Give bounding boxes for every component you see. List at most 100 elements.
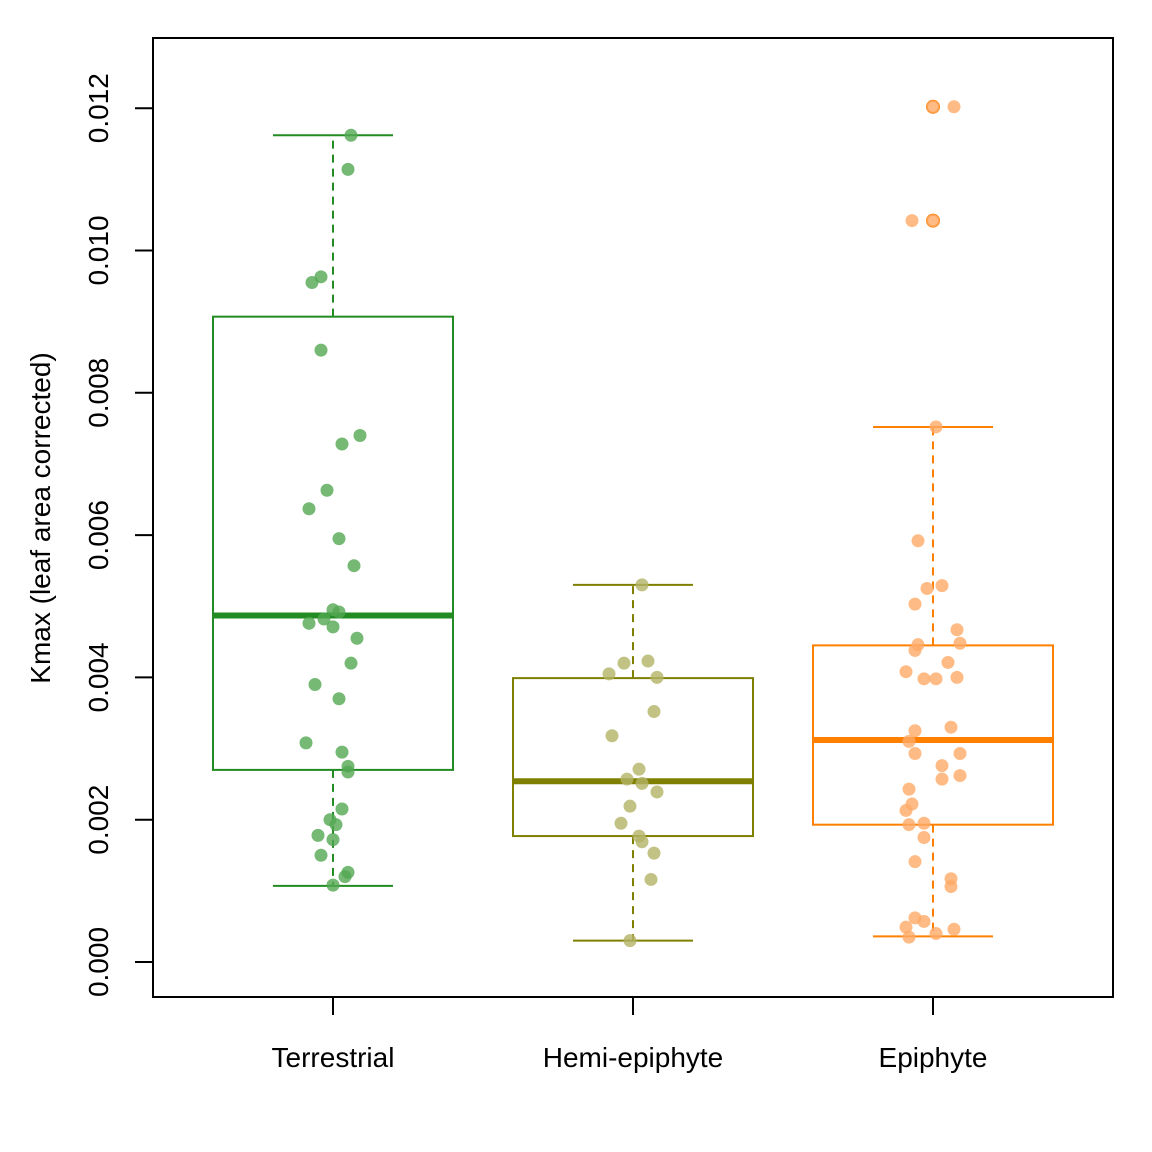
data-point [326, 833, 340, 847]
box-group [512, 578, 754, 948]
y-axis-label: Kmax (leaf area corrected) [25, 352, 56, 683]
data-point [635, 578, 649, 592]
data-point [635, 835, 649, 849]
data-point [953, 636, 967, 650]
y-tick-label: 0.006 [83, 500, 114, 570]
data-point [332, 532, 346, 546]
data-point [305, 276, 319, 290]
data-point [929, 420, 943, 434]
data-point [347, 559, 361, 573]
box-group [212, 128, 454, 892]
y-tick-label: 0.000 [83, 927, 114, 997]
data-point [299, 736, 313, 750]
box [212, 315, 454, 771]
data-point [917, 830, 931, 844]
data-point [335, 745, 349, 759]
data-point [908, 855, 922, 869]
x-tick-label: Epiphyte [879, 1042, 988, 1073]
data-point [935, 759, 949, 773]
data-point [326, 878, 340, 892]
data-point [350, 631, 364, 645]
data-point [908, 643, 922, 657]
data-point [617, 656, 631, 670]
x-tick-label: Terrestrial [272, 1042, 395, 1073]
data-point [353, 428, 367, 442]
data-point [620, 772, 634, 786]
data-point [338, 870, 352, 884]
data-point [341, 162, 355, 176]
data-point [329, 818, 343, 832]
box [812, 644, 1054, 826]
y-tick-label: 0.012 [83, 73, 114, 143]
data-point [650, 785, 664, 799]
data-point [644, 872, 658, 886]
data-point [941, 655, 955, 669]
data-point [602, 667, 616, 681]
data-point [341, 765, 355, 779]
x-tick-label: Hemi-epiphyte [543, 1042, 724, 1073]
data-point [311, 828, 325, 842]
data-point [650, 670, 664, 684]
data-point [899, 920, 913, 934]
data-point [899, 665, 913, 679]
data-point [917, 672, 931, 686]
data-point [908, 597, 922, 611]
data-point [320, 483, 334, 497]
data-point [908, 747, 922, 761]
data-point [314, 343, 328, 357]
data-point [950, 670, 964, 684]
data-point [647, 846, 661, 860]
data-point [332, 692, 346, 706]
data-point [902, 818, 916, 832]
data-point [302, 616, 316, 630]
box-groups [212, 99, 1054, 948]
data-point [332, 605, 346, 619]
data-point [911, 534, 925, 548]
data-point [947, 100, 961, 114]
data-point [917, 914, 931, 928]
data-point [326, 620, 340, 634]
y-tick-label: 0.008 [83, 358, 114, 428]
data-point [647, 705, 661, 719]
data-point [902, 782, 916, 796]
data-point [917, 816, 931, 830]
data-point [950, 623, 964, 637]
data-point [635, 776, 649, 790]
y-tick-label: 0.002 [83, 785, 114, 855]
data-point [605, 729, 619, 743]
data-point [632, 762, 646, 776]
data-point [623, 934, 637, 948]
data-point [953, 769, 967, 783]
data-point [344, 128, 358, 142]
data-point [614, 816, 628, 830]
data-point [944, 720, 958, 734]
box-group [812, 99, 1054, 944]
data-point [929, 672, 943, 686]
data-point [344, 656, 358, 670]
data-point [317, 612, 331, 626]
data-point [905, 214, 919, 228]
data-point [623, 799, 637, 813]
data-point [935, 772, 949, 786]
data-point [908, 724, 922, 738]
data-point [335, 437, 349, 451]
x-axis: Terrestrial Hemi-epiphyte Epiphyte [272, 997, 988, 1073]
data-point [335, 802, 349, 816]
data-point [953, 747, 967, 761]
y-axis: 0.000 0.002 0.004 0.006 0.008 0.010 0.012 [83, 73, 154, 997]
y-tick-label: 0.010 [83, 215, 114, 285]
data-point [899, 803, 913, 817]
data-point [935, 579, 949, 593]
data-point [947, 922, 961, 936]
data-point [944, 880, 958, 894]
data-point [920, 581, 934, 595]
data-point [641, 654, 655, 668]
data-point [902, 734, 916, 748]
data-point [902, 930, 916, 944]
data-point [314, 848, 328, 862]
data-point [929, 927, 943, 941]
y-tick-label: 0.004 [83, 642, 114, 712]
data-point [302, 502, 316, 516]
data-point [926, 214, 940, 228]
